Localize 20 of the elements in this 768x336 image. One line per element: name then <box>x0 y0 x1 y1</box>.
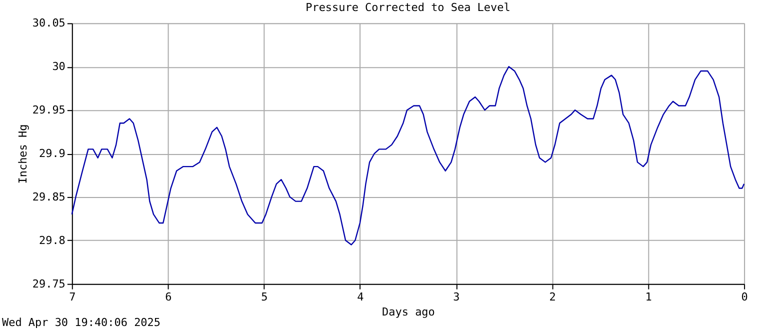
chart-title: Pressure Corrected to Sea Level <box>306 1 510 14</box>
x-tick-label: 5 <box>261 290 268 304</box>
x-tick-label: 6 <box>165 290 172 304</box>
text: Wed Apr 30 19:40:06 2025 <box>2 316 160 329</box>
x-tick-label: 2 <box>549 290 556 304</box>
y-axis-title: Inches Hg <box>16 124 30 184</box>
x-tick-label: 3 <box>453 290 460 304</box>
x-tick-label: 4 <box>357 290 364 304</box>
y-tick-label: 29.8 <box>38 234 66 247</box>
y-tick-label: 29.75 <box>32 277 66 290</box>
x-tick-label: 1 <box>645 290 652 304</box>
x-tick-label: 7 <box>69 290 76 304</box>
y-tick-label: 29.95 <box>32 104 66 117</box>
y-tick-label: 30.05 <box>32 16 66 30</box>
y-tick-label: 30 <box>52 60 66 74</box>
x-axis-title: Days ago <box>382 305 435 318</box>
line-series <box>71 66 745 246</box>
x-tick-label: 0 <box>741 290 748 304</box>
y-tick-label: 29.9 <box>38 147 66 160</box>
y-tick-label: 29.85 <box>32 190 66 204</box>
